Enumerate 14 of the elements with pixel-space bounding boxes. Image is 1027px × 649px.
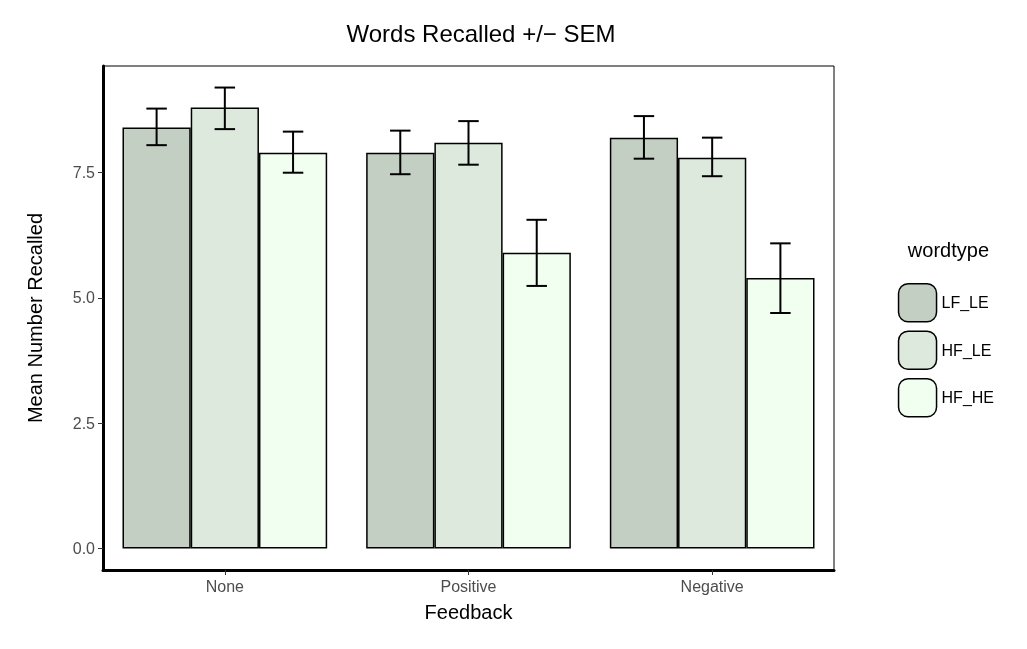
legend-label: HF_LE: [941, 341, 992, 360]
x-tick-label: Negative: [680, 577, 744, 595]
legend-label: HF_HE: [941, 389, 994, 408]
y-tick-label: 0.0: [72, 539, 96, 557]
x-tick-label: None: [205, 577, 245, 595]
y-tick-label: 7.5: [72, 164, 96, 182]
legend-label: LF_LE: [941, 294, 989, 313]
x-tick-label: Positive: [440, 577, 497, 595]
y-tick-label: 2.5: [72, 414, 96, 432]
chart-title: Words Recalled +/− SEM: [346, 19, 616, 47]
legend-title: wordtype: [906, 239, 989, 261]
y-axis-title: Mean Number Recalled: [24, 212, 46, 424]
y-tick-label: 5.0: [72, 289, 96, 307]
x-axis-title: Feedback: [424, 601, 514, 623]
